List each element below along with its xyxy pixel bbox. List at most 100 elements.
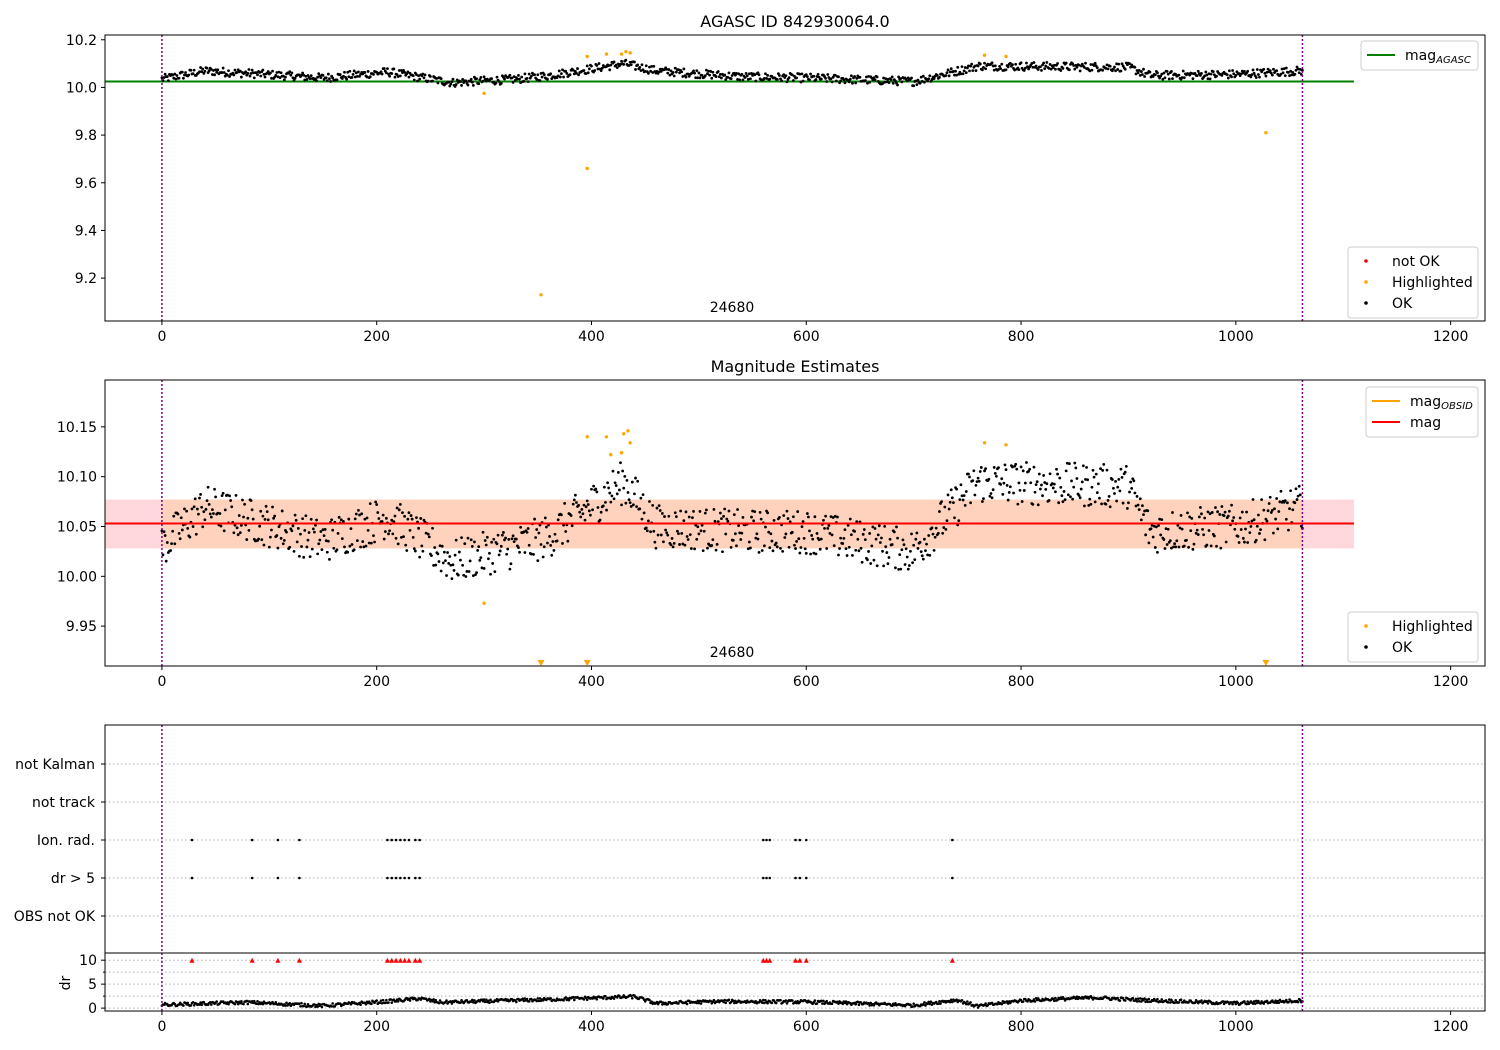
dr-point [1166,1001,1170,1004]
ok-point [892,530,896,534]
ok-point [290,71,294,75]
ok-point [819,77,823,81]
ok-point [537,531,541,535]
ok-point [326,539,330,543]
ok-point [1032,465,1036,469]
ok-point [1255,524,1259,528]
ok-point [373,540,376,544]
ok-point [1231,69,1235,72]
dr-capped-marker [767,957,773,963]
ok-point [808,529,811,533]
ok-point [859,546,863,550]
ok-point [1115,499,1119,503]
ok-point [308,77,312,81]
ok-point [899,567,903,571]
flag-point [190,838,194,842]
p1-xtick-label: 600 [793,329,820,345]
p1-ytick-label: 9.6 [75,176,97,192]
ok-point [595,64,599,67]
ok-point [1164,527,1168,530]
p2-top-legend-box [1365,386,1479,438]
ok-point [1196,69,1200,73]
dr-point [733,1001,736,1005]
ok-point [663,515,666,518]
ok-point [1054,67,1057,71]
ok-point [1268,69,1272,73]
ok-point [1061,66,1065,70]
ok-point [348,544,352,548]
ok-point [1116,485,1120,489]
ok-point [1054,490,1057,494]
ok-point [795,540,799,543]
ok-point [781,550,785,553]
dr-capped-marker [389,957,395,963]
dr-point [1146,1000,1150,1004]
ok-point [499,81,503,85]
dr-point [319,1003,323,1006]
p2-xtick-label: 400 [578,674,605,690]
ok-point [1123,67,1127,71]
dr-point [521,997,525,1001]
ok-point [194,532,198,536]
ok-point [280,509,284,513]
dr-point [1118,999,1122,1002]
p2-frame [104,379,1486,667]
ok-point [989,492,993,495]
ok-point [191,525,195,528]
ok-point [359,545,362,549]
flag-point [794,838,797,842]
ok-point [1102,462,1106,466]
dr-point [868,1004,871,1007]
ok-point [561,68,564,72]
dr-point [1000,1002,1004,1006]
ok-point [977,479,981,483]
ok-point [569,514,573,517]
p1-bottom-legend-box [1347,246,1479,319]
ok-point [325,550,329,554]
ok-point [684,75,688,79]
ok-point [1200,71,1203,75]
ok-point [1195,74,1199,78]
ok-point [866,558,869,562]
agasc-panel: 0 200 400 600 800 1000 12009.29.49.69.810.010.… [66,33,1486,345]
ok-point [271,69,274,73]
ok-point [915,83,919,87]
ok-point [1132,479,1136,483]
flag-point [394,838,398,842]
ok-point [928,74,932,78]
ok-point [1016,502,1020,506]
ok-point [548,535,552,538]
ok-point [470,80,474,84]
highlighted-offscale-marker [537,660,545,667]
ok-point [1067,462,1071,466]
dr-point [1265,999,1269,1003]
ok-point [1089,63,1093,66]
ok-point [708,73,712,77]
ok-point [644,526,648,530]
ok-point [259,74,263,78]
ok-point [854,548,858,552]
ok-point [692,69,695,73]
ok-point [1252,518,1256,522]
ok-point [415,516,418,520]
ok-point [1196,533,1200,536]
ok-point [522,530,526,534]
ok-point [790,530,794,534]
ok-point [981,68,984,72]
dr-point [252,999,256,1003]
ok-point [1234,74,1238,77]
ok-point [556,74,560,78]
ok-point [877,524,881,528]
dr-point [1243,1000,1246,1003]
dr-point [331,1002,334,1005]
ok-point [315,79,318,83]
ok-point [301,71,305,75]
ok-point [662,540,665,544]
dr-point [1032,998,1036,1001]
ok-point [1252,71,1256,75]
p1-bottom-legend-dot [1364,280,1368,284]
ok-point [723,507,727,511]
dr-point [712,998,716,1002]
ok-point [953,516,956,520]
ok-point [997,68,1000,71]
